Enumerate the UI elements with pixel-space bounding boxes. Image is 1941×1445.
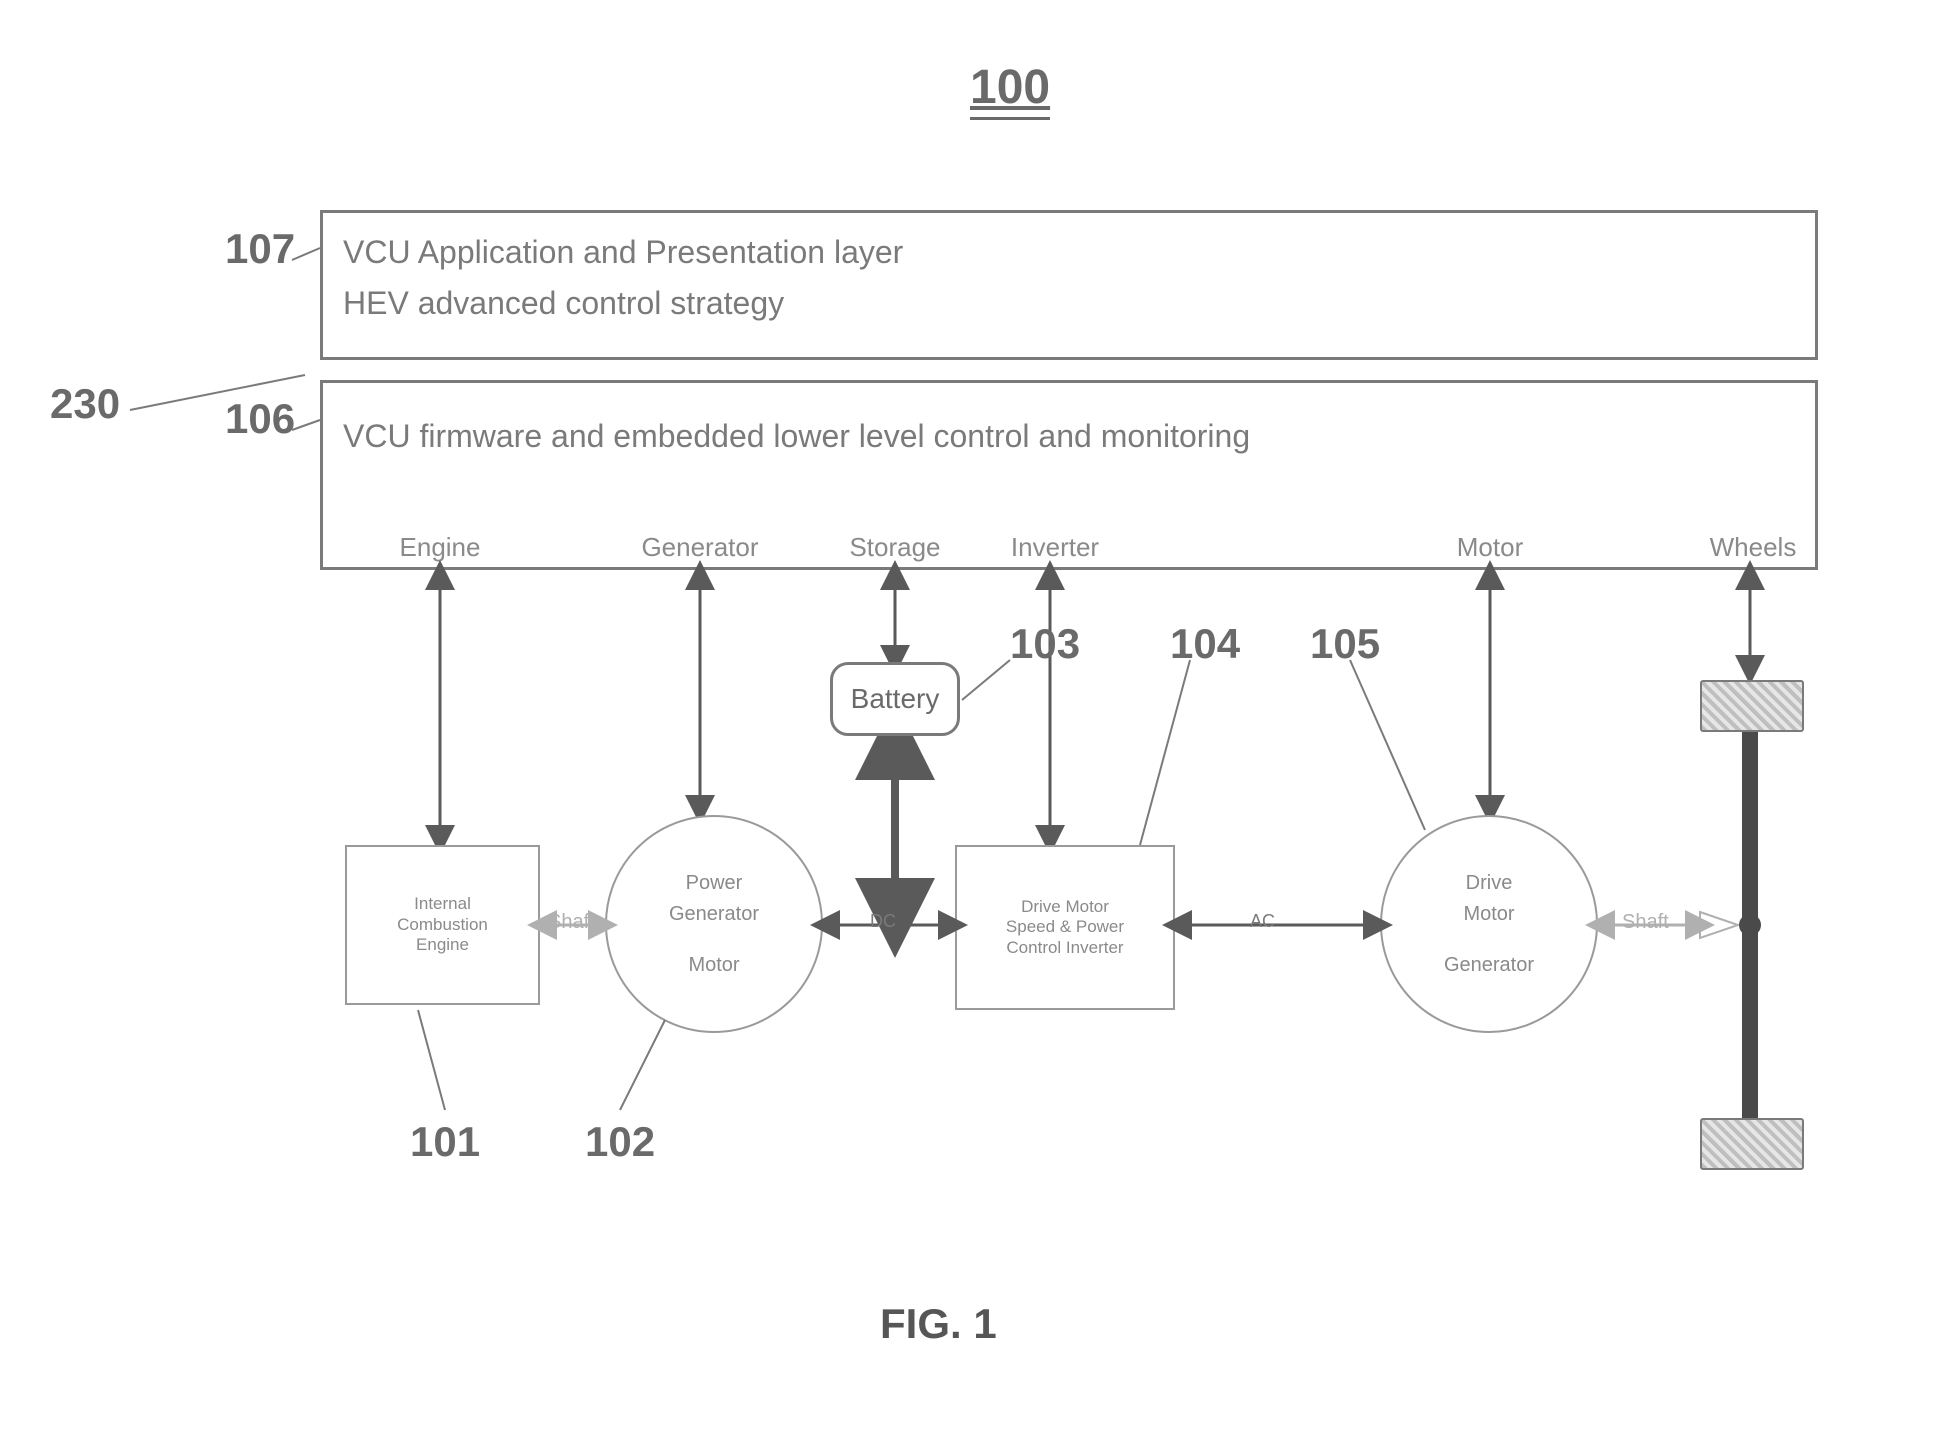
- ref-102: 102: [585, 1118, 655, 1166]
- component-leaders: [0, 0, 1941, 1445]
- figure-1: 100 230 107 106 VCU Application and Pres…: [0, 0, 1941, 1445]
- ref-104: 104: [1170, 620, 1240, 668]
- ref-105: 105: [1310, 620, 1380, 668]
- ref-101: 101: [410, 1118, 480, 1166]
- ref-103: 103: [1010, 620, 1080, 668]
- figure-caption: FIG. 1: [880, 1300, 997, 1348]
